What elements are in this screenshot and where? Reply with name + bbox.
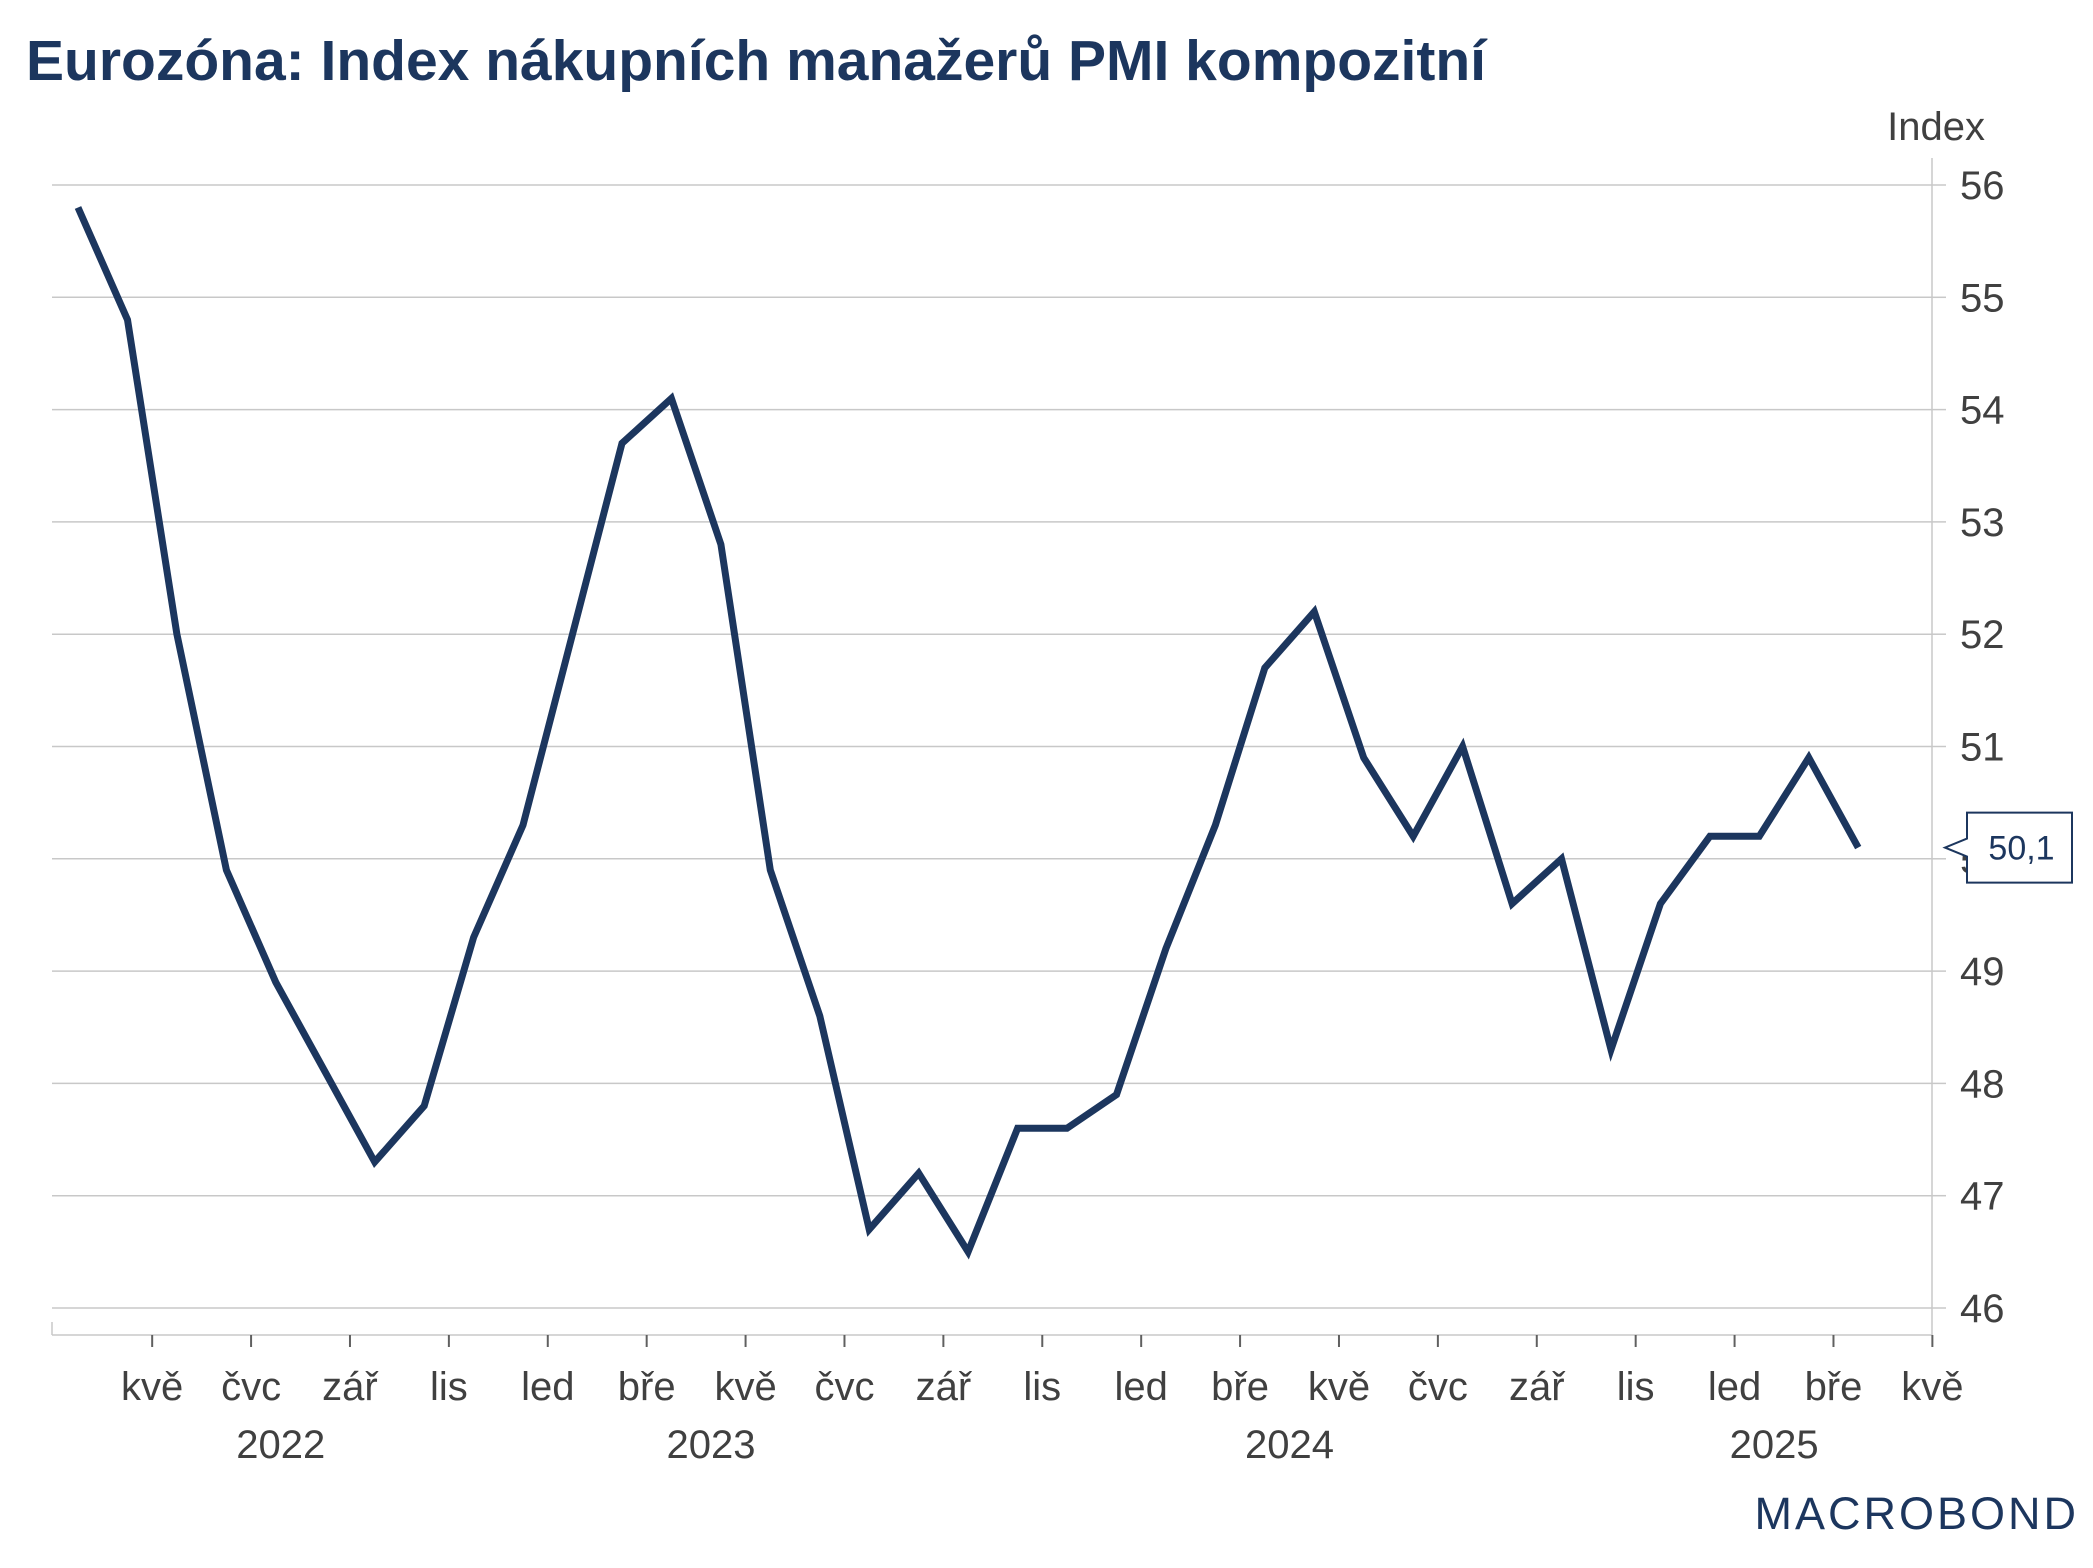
x-month-label: zář <box>322 1365 379 1409</box>
series-layer <box>74 206 1862 1260</box>
last-value-box <box>1942 811 2073 884</box>
y-tick-label: 53 <box>1960 501 2005 545</box>
x-month-label: bře <box>1805 1365 1863 1409</box>
y-tick-labels: 4647484950515253545556Index <box>1887 105 2004 1331</box>
x-month-label: lis <box>1617 1365 1655 1409</box>
x-month-label: kvě <box>121 1365 183 1409</box>
x-year-label: 2025 <box>1730 1423 1819 1467</box>
x-month-label: zář <box>1509 1365 1566 1409</box>
x-month-label: kvě <box>1901 1365 1963 1409</box>
x-year-label: 2023 <box>666 1423 755 1467</box>
x-month-label: kvě <box>1308 1365 1370 1409</box>
x-month-label: čvc <box>1408 1365 1468 1409</box>
y-tick-label: 49 <box>1960 950 2005 994</box>
y-tick-label: 54 <box>1960 389 2005 433</box>
x-month-label: čvc <box>221 1365 281 1409</box>
series-line <box>74 206 1862 1260</box>
x-month-label: kvě <box>714 1365 776 1409</box>
x-month-label: lis <box>1023 1365 1061 1409</box>
x-month-label: zář <box>916 1365 973 1409</box>
x-month-label: led <box>521 1365 574 1409</box>
x-year-label: 2022 <box>236 1423 325 1467</box>
x-year-label: 2024 <box>1245 1423 1334 1467</box>
last-value-label: 50,1 <box>1988 830 2054 868</box>
y-tick-label: 48 <box>1960 1062 2005 1106</box>
axes <box>51 158 1946 1347</box>
gridlines <box>52 184 1932 1309</box>
x-month-label: čvc <box>814 1365 874 1409</box>
y-tick-label: 47 <box>1960 1175 2005 1219</box>
x-tick-labels: kvě čvc zář lis led bře kvě čvc zář lis led bře kvě č… <box>121 1365 1963 1467</box>
x-month-label: bře <box>618 1365 676 1409</box>
last-value-callout: 50,1 <box>1942 811 2073 884</box>
y-axis-label: Index <box>1887 105 1985 149</box>
y-tick-label: 56 <box>1960 164 2005 208</box>
macrobond-logo: MACROBOND <box>1754 1488 2079 1539</box>
x-month-label: lis <box>430 1365 468 1409</box>
x-month-label: led <box>1114 1365 1167 1409</box>
y-tick-label: 52 <box>1960 613 2005 657</box>
x-month-label: led <box>1708 1365 1761 1409</box>
y-tick-label: 46 <box>1960 1287 2005 1331</box>
chart-title: Eurozóna: Index nákupních manažerů PMI k… <box>26 29 1486 93</box>
y-tick-label: 55 <box>1960 276 2005 320</box>
x-month-label: bře <box>1211 1365 1269 1409</box>
y-tick-label: 51 <box>1960 726 2005 770</box>
